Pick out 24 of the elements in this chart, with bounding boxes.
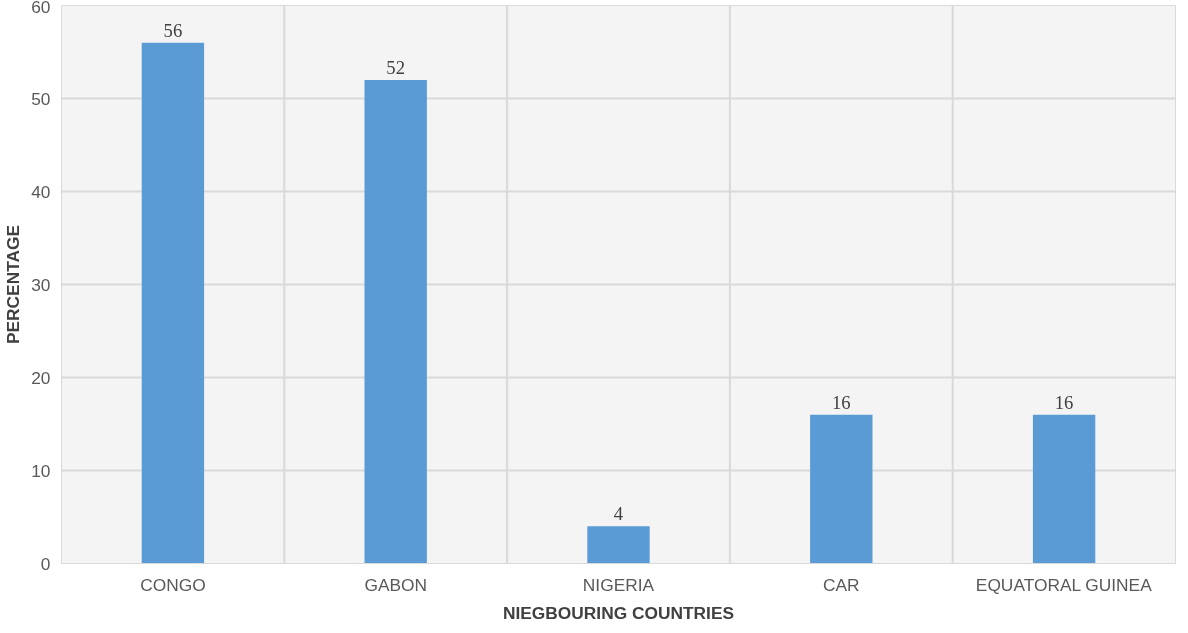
y-tick-label: 10: [31, 460, 51, 481]
x-tick-label: GABON: [364, 574, 427, 595]
bar: [364, 79, 427, 564]
bar: [587, 526, 650, 564]
x-tick-label: EQUATORAL GUINEA: [975, 574, 1153, 595]
bar: [810, 414, 873, 564]
data-label: 16: [1054, 391, 1074, 413]
y-tick-label: 20: [31, 367, 51, 388]
y-axis-title: PERCENTAGE: [3, 224, 24, 345]
data-label: 16: [831, 391, 851, 413]
data-label: 52: [386, 56, 406, 78]
y-tick-label: 30: [31, 274, 51, 295]
y-tick-label: 60: [31, 0, 51, 17]
data-label: 4: [613, 503, 624, 525]
x-axis-title: NIEGBOURING COUNTRIES: [502, 602, 735, 623]
x-tick-label: CAR: [823, 574, 860, 595]
y-tick-label: 0: [40, 553, 51, 574]
bar: [141, 42, 205, 564]
y-tick-label: 40: [31, 181, 51, 202]
bar: [1032, 414, 1096, 564]
y-tick-label: 50: [31, 88, 51, 109]
x-tick-label: NIGERIA: [582, 574, 655, 595]
x-tick-label: CONGO: [140, 574, 206, 595]
data-label: 56: [163, 19, 183, 41]
